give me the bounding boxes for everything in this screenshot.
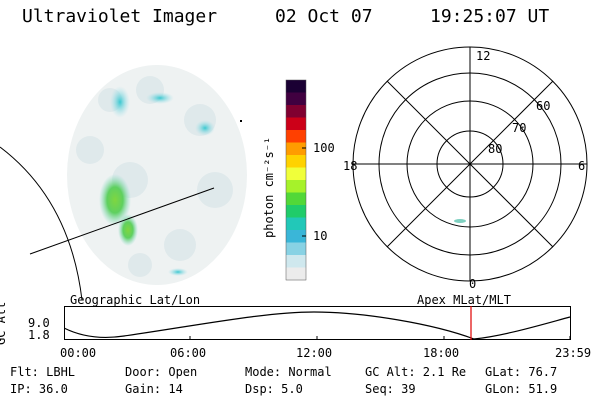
polar-diagonal — [386, 80, 554, 248]
time-label: 19:25:07 UT — [430, 6, 550, 27]
strip-xtick-4: 23:59 — [555, 346, 592, 360]
colorbar-segment — [286, 267, 306, 281]
colorbar-segment — [286, 205, 306, 218]
colorbar-segment — [286, 192, 306, 206]
meta-mode: Mode: Normal — [245, 365, 332, 379]
colorbar-tick-100: 100 — [313, 141, 335, 155]
colorbar-segment — [286, 242, 306, 256]
colorbar-segment — [286, 105, 306, 118]
strip-xtick-3: 18:00 — [423, 346, 460, 360]
colorbar-segment — [286, 130, 306, 143]
date-label: 02 Oct 07 — [275, 6, 373, 27]
polar-label-0: 0 — [469, 277, 476, 291]
aurora-patch — [195, 120, 215, 136]
polar-label-18: 18 — [343, 159, 357, 173]
colorbar: photon cm⁻²s⁻¹ — [262, 79, 307, 281]
strip-ylabel: GC Alt — [0, 301, 8, 345]
altitude-strip-chart — [64, 306, 571, 340]
colorbar-segment — [286, 155, 306, 168]
colorbar-segment — [286, 142, 306, 156]
strip-left-title: Geographic Lat/Lon — [70, 293, 201, 307]
strip-right-title: Apex MLat/MLT — [417, 293, 511, 307]
aurora-bright-region — [118, 214, 138, 246]
polar-lat-70: 70 — [512, 121, 526, 135]
strip-xtick-2: 12:00 — [296, 346, 333, 360]
polar-label-12: 12 — [476, 49, 490, 63]
colorbar-segment — [286, 255, 306, 268]
image-speckle — [76, 76, 233, 277]
meta-glon: GLon: 51.9 — [485, 382, 558, 396]
colorbar-segment — [286, 92, 306, 106]
strip-xtick-0: 00:00 — [60, 346, 97, 360]
map-boundary-line — [0, 146, 83, 300]
aurora-patch — [146, 92, 174, 104]
meta-door: Door: Open — [125, 365, 198, 379]
colorbar-tick-10: 10 — [313, 229, 328, 243]
colorbar-segment — [286, 217, 306, 231]
polar-label-6: 6 — [578, 159, 585, 173]
altitude-curve — [64, 311, 571, 340]
meta-glat: GLat: 76.7 — [485, 365, 558, 379]
geographic-image — [0, 65, 247, 300]
polar-lat-80: 80 — [488, 142, 502, 156]
colorbar-segment — [286, 180, 306, 193]
colorbar-segment — [286, 80, 306, 93]
meta-ip: IP: 36.0 — [10, 382, 68, 396]
meta-gc-alt: GC Alt: 2.1 Re — [365, 365, 467, 379]
colorbar-segment — [286, 117, 306, 131]
colorbar-segment — [286, 167, 306, 181]
meta-gain: Gain: 14 — [125, 382, 183, 396]
meta-seq: Seq: 39 — [365, 382, 416, 396]
map-grid-line — [29, 187, 215, 255]
aurora-patch — [110, 86, 130, 118]
aurora-bright-region — [99, 174, 131, 226]
polar-lat-60: 60 — [536, 99, 550, 113]
app-title: Ultraviolet Imager — [22, 6, 218, 27]
strip-xtick-1: 06:00 — [170, 346, 207, 360]
strip-ytick-bottom: 1.8 — [28, 328, 50, 342]
image-dot — [240, 120, 242, 122]
polar-aurora-patch — [454, 219, 466, 223]
strip-ytick-top: 9.0 — [28, 316, 50, 330]
meta-filter: Flt: LBHL — [10, 365, 76, 379]
polar-plot: 12 0 18 6 60 70 80 — [343, 46, 588, 291]
colorbar-segment — [286, 230, 306, 243]
meta-dsp: Dsp: 5.0 — [245, 382, 303, 396]
aurora-patch — [168, 268, 188, 276]
colorbar-label: photon cm⁻²s⁻¹ — [262, 137, 276, 238]
